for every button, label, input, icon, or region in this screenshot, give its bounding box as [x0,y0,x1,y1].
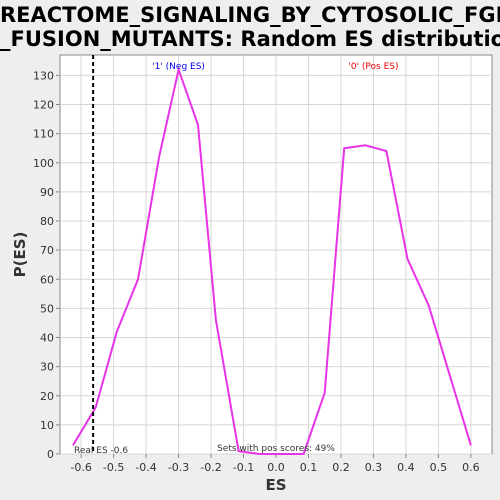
real-es-label: Real ES -0.6 [74,446,128,456]
x-tick-label: -0.2 [200,461,221,474]
x-tick-label: -0.5 [103,461,124,474]
x-tick-label: 0.0 [267,461,285,474]
x-tick-label: 0.3 [365,461,383,474]
x-tick-label: -0.1 [233,461,254,474]
y-tick-label: 90 [40,186,54,199]
chart-title-line-2: _FUSION_MUTANTS: Random ES distribution [0,27,500,51]
y-tick-label: 40 [40,332,54,345]
x-tick-label: 0.4 [397,461,415,474]
x-tick-label: 0.6 [462,461,480,474]
x-axis-label: ES [265,476,286,494]
x-tick-label: 0.5 [430,461,448,474]
x-tick-label: 0.2 [332,461,350,474]
y-tick-label: 70 [40,244,54,257]
y-tick-label: 110 [33,128,54,141]
chart-title-line-1: REACTOME_SIGNALING_BY_CYTOSOLIC_FGFR1 [0,3,500,27]
y-tick-label: 130 [33,69,54,82]
legend-neg-es: '1' (Neg ES) [152,62,205,72]
y-tick-label: 120 [33,99,54,112]
y-tick-label: 100 [33,157,54,170]
y-tick-label: 0 [47,448,54,461]
x-tick-label: -0.4 [135,461,156,474]
series-line-random-es [72,65,472,455]
y-tick-label: 10 [40,419,54,432]
grid [60,55,492,455]
x-tick-label: 0.1 [300,461,318,474]
y-tick-label: 50 [40,302,54,315]
x-tick-label: -0.3 [168,461,189,474]
y-tick-label: 30 [40,361,54,374]
axis-ticks: -0.6 -0.5 -0.4 -0.3 -0.2 -0.1 0.0 0.1 0.2 0.3 0.4 0… [33,69,480,474]
legend-pos-es: '0' (Pos ES) [348,62,398,72]
pos-scores-annotation: Sets with pos scores: 49% [217,444,335,454]
x-tick-label: -0.6 [70,461,91,474]
y-tick-label: 60 [40,273,54,286]
y-tick-label: 80 [40,215,54,228]
y-axis-label: P(ES) [11,232,29,278]
y-tick-label: 20 [40,390,54,403]
